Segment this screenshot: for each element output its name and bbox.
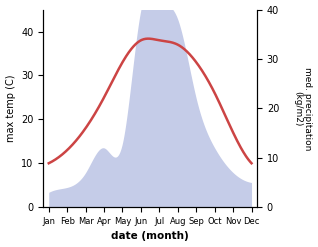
Y-axis label: med. precipitation
(kg/m2): med. precipitation (kg/m2) bbox=[293, 67, 313, 150]
Y-axis label: max temp (C): max temp (C) bbox=[5, 75, 16, 142]
X-axis label: date (month): date (month) bbox=[111, 231, 189, 242]
